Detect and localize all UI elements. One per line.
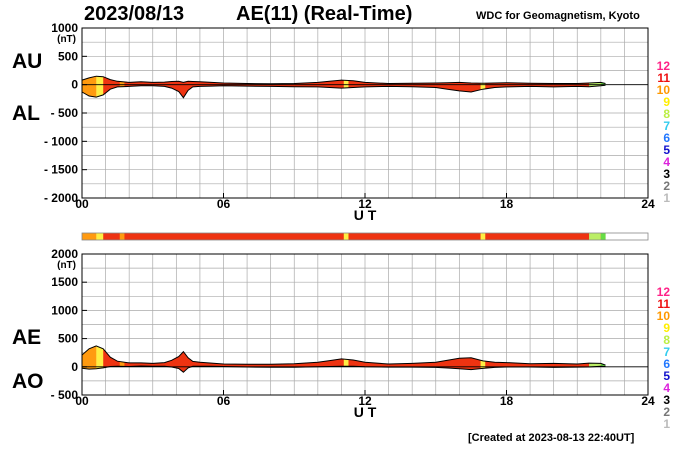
ae-ao-legend-item: 3 bbox=[663, 393, 670, 407]
activity-strip-frame bbox=[81, 232, 649, 241]
activity-strip-segment bbox=[589, 233, 601, 240]
au-al-legend-item: 6 bbox=[663, 131, 670, 145]
ae-ao-xlabel: U T bbox=[354, 404, 377, 420]
ae-ao-legend-item: 2 bbox=[663, 405, 670, 419]
ae-ao-activity-segment bbox=[96, 345, 104, 373]
au-al-legend-item: 10 bbox=[657, 83, 671, 97]
au-al-legend-item: 1 bbox=[663, 191, 670, 205]
au-al-legend-item: 8 bbox=[663, 107, 670, 121]
au-al-legend-item: 4 bbox=[663, 155, 670, 169]
au-series-label: AU bbox=[12, 50, 43, 73]
au-al-activity-segment bbox=[82, 76, 97, 98]
ae-ao-area bbox=[82, 345, 606, 373]
au-al-legend-item: 7 bbox=[663, 119, 670, 133]
ae-ao-legend-item: 6 bbox=[663, 357, 670, 371]
date-title: 2023/08/13 bbox=[84, 3, 185, 25]
au-al-ytick-label: 0 bbox=[71, 78, 78, 92]
activity-strip-segment bbox=[96, 233, 104, 240]
chart-title: AE(11) (Real-Time) bbox=[236, 3, 413, 25]
al-series-label: AL bbox=[12, 102, 40, 125]
au-al-xtick-label: 06 bbox=[217, 197, 231, 211]
ae-ao-xtick-label: 06 bbox=[217, 394, 231, 408]
au-al-legend-item: 9 bbox=[663, 95, 670, 109]
ae-ao-ytick-label: 1500 bbox=[51, 275, 78, 289]
created-timestamp: [Created at 2023-08-13 22:40UT] bbox=[468, 432, 635, 444]
ae-ao-legend-item: 1 bbox=[663, 417, 670, 431]
au-al-ytick-label: - 500 bbox=[51, 106, 79, 120]
ae-ao-legend-item: 8 bbox=[663, 333, 670, 347]
ae-ao-legend-item: 11 bbox=[657, 297, 670, 311]
ae-ao-xtick-label: 00 bbox=[75, 394, 89, 408]
au-al-area bbox=[82, 76, 606, 98]
au-al-xtick-label: 24 bbox=[641, 197, 655, 211]
ae-ao-legend-item: 7 bbox=[663, 345, 670, 359]
ae-ao-xtick-label: 12 bbox=[358, 394, 372, 408]
au-al-xtick-label: 18 bbox=[500, 197, 514, 211]
au-al-ytick-label: 1000 bbox=[51, 21, 78, 35]
ae-ao-unit-label: (nT) bbox=[57, 260, 76, 271]
ae-ao-legend-item: 9 bbox=[663, 321, 670, 335]
au-al-lower-line bbox=[81, 84, 606, 99]
au-al-ytick-label: 500 bbox=[58, 49, 78, 63]
ae-ao-xtick-label: 18 bbox=[500, 394, 514, 408]
ae-ao-ytick-label: - 500 bbox=[51, 388, 79, 402]
au-al-activity-segment bbox=[96, 76, 104, 98]
ae-ao-ytick-label: 0 bbox=[71, 360, 78, 374]
au-al-xtick-label: 00 bbox=[75, 197, 89, 211]
au-al-legend-item: 12 bbox=[657, 59, 671, 73]
au-al-activity-segment bbox=[343, 76, 349, 98]
au-al-ytick-label: - 1500 bbox=[44, 163, 78, 177]
ae-ao-lower-line bbox=[81, 365, 606, 373]
au-al-legend-item: 2 bbox=[663, 179, 670, 193]
ae-ao-ytick-label: 500 bbox=[58, 332, 78, 346]
au-al-unit-label: (nT) bbox=[57, 34, 76, 45]
au-al-legend-item: 5 bbox=[663, 143, 670, 157]
activity-strip-segment bbox=[119, 233, 125, 240]
ae-series-label: AE bbox=[12, 326, 42, 349]
activity-strip-segment bbox=[343, 233, 349, 240]
ae-ao-legend-item: 4 bbox=[663, 381, 670, 395]
au-al-xlabel: U T bbox=[354, 207, 377, 223]
ae-ao-upper-line bbox=[81, 345, 606, 366]
au-al-legend-item: 3 bbox=[663, 167, 670, 181]
ae-ao-ytick-label: 2000 bbox=[51, 247, 78, 261]
ae-ao-ytick-label: 1000 bbox=[51, 303, 78, 317]
ao-series-label: AO bbox=[12, 370, 44, 393]
ae-ao-legend-item: 10 bbox=[657, 309, 671, 323]
source-label: WDC for Geomagnetism, Kyoto bbox=[476, 10, 640, 22]
au-al-xtick-label: 12 bbox=[358, 197, 372, 211]
ae-ao-legend-item: 12 bbox=[657, 285, 671, 299]
activity-strip-segment bbox=[480, 233, 486, 240]
activity-strip-segment bbox=[600, 233, 606, 240]
ae-ao-legend-item: 5 bbox=[663, 369, 670, 383]
au-al-upper-line bbox=[81, 75, 606, 85]
au-al-ytick-label: - 1000 bbox=[44, 134, 78, 148]
activity-strip-segment bbox=[82, 233, 97, 240]
ae-ao-xtick-label: 24 bbox=[641, 394, 655, 408]
au-al-ytick-label: - 2000 bbox=[44, 191, 78, 205]
au-al-legend-item: 11 bbox=[657, 71, 670, 85]
au-al-activity-segment bbox=[480, 76, 486, 98]
